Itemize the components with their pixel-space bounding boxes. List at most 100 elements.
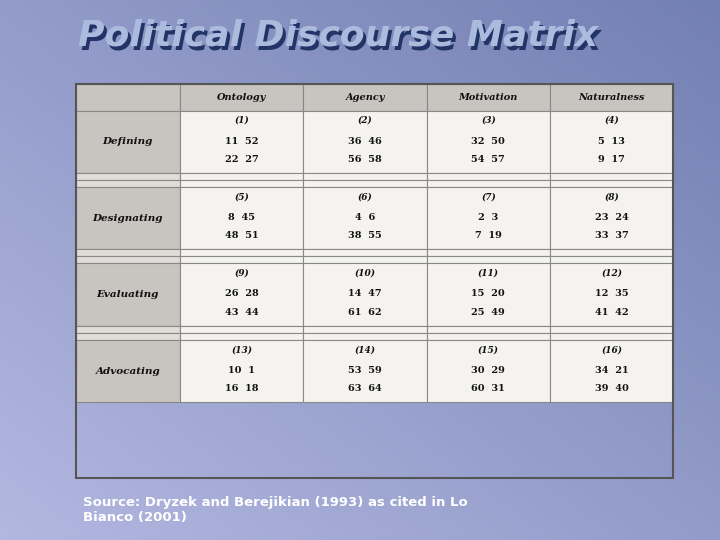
Bar [76, 340, 180, 402]
Text: 54  57: 54 57 [472, 154, 505, 164]
Bar [303, 333, 427, 340]
Text: 4  6: 4 6 [355, 213, 375, 222]
Bar [76, 84, 673, 478]
Text: 5  13: 5 13 [598, 137, 625, 145]
Text: (16): (16) [601, 346, 622, 354]
Bar [180, 333, 303, 340]
Bar [550, 111, 673, 173]
Bar [427, 111, 550, 173]
Bar [550, 333, 673, 340]
Bar [180, 180, 303, 187]
Text: 16  18: 16 18 [225, 384, 258, 393]
Bar [550, 180, 673, 187]
Text: (1): (1) [235, 116, 249, 125]
Bar [76, 111, 180, 173]
Bar [303, 326, 427, 333]
Text: (2): (2) [358, 116, 372, 125]
Bar [303, 256, 427, 264]
Bar [180, 173, 303, 180]
Bar [76, 180, 180, 187]
Text: 60  31: 60 31 [472, 384, 505, 393]
Bar [180, 249, 303, 256]
Text: (10): (10) [354, 269, 376, 278]
Text: 10  1: 10 1 [228, 366, 256, 375]
Text: (13): (13) [231, 346, 252, 354]
Bar [180, 340, 303, 402]
Bar [427, 340, 550, 402]
Text: 7  19: 7 19 [475, 231, 502, 240]
Bar [550, 173, 673, 180]
Text: (8): (8) [604, 192, 619, 201]
Text: (3): (3) [481, 116, 495, 125]
Bar [180, 111, 303, 173]
Text: 30  29: 30 29 [472, 366, 505, 375]
Text: 56  58: 56 58 [348, 154, 382, 164]
Text: (5): (5) [235, 192, 249, 201]
Bar [427, 333, 550, 340]
Bar [180, 264, 303, 326]
Bar [303, 187, 427, 249]
Bar [427, 84, 550, 111]
Text: 39  40: 39 40 [595, 384, 629, 393]
Text: 41  42: 41 42 [595, 308, 629, 316]
Bar [550, 84, 673, 111]
Text: 22  27: 22 27 [225, 154, 258, 164]
Text: 61  62: 61 62 [348, 308, 382, 316]
Text: 53  59: 53 59 [348, 366, 382, 375]
Bar [180, 187, 303, 249]
Bar [303, 173, 427, 180]
Text: 33  37: 33 37 [595, 231, 629, 240]
Text: 15  20: 15 20 [472, 289, 505, 299]
Text: 8  45: 8 45 [228, 213, 256, 222]
Bar [76, 326, 180, 333]
Text: 12  35: 12 35 [595, 289, 629, 299]
Bar [303, 111, 427, 173]
Bar [180, 84, 303, 111]
Bar [303, 180, 427, 187]
Bar [76, 333, 180, 340]
Text: (7): (7) [481, 192, 495, 201]
Text: 43  44: 43 44 [225, 308, 258, 316]
Bar [76, 249, 180, 256]
Bar [427, 180, 550, 187]
Text: Motivation: Motivation [459, 92, 518, 102]
Bar [76, 264, 180, 326]
Bar [427, 256, 550, 264]
Bar [427, 249, 550, 256]
Text: (9): (9) [235, 269, 249, 278]
Bar [303, 264, 427, 326]
Bar [303, 249, 427, 256]
Bar [550, 326, 673, 333]
Text: 36  46: 36 46 [348, 137, 382, 145]
Text: Political Discourse Matrix: Political Discourse Matrix [81, 23, 601, 56]
Text: 32  50: 32 50 [472, 137, 505, 145]
Text: (11): (11) [478, 269, 499, 278]
Bar [76, 187, 180, 249]
Text: (12): (12) [601, 269, 622, 278]
Text: Naturalness: Naturalness [578, 92, 645, 102]
Text: Agency: Agency [346, 92, 384, 102]
Bar [550, 340, 673, 402]
Text: 11  52: 11 52 [225, 137, 258, 145]
Text: 25  49: 25 49 [472, 308, 505, 316]
Text: (4): (4) [604, 116, 619, 125]
Text: (6): (6) [358, 192, 372, 201]
Bar [180, 256, 303, 264]
Bar [76, 84, 180, 111]
Text: (14): (14) [354, 346, 376, 354]
Text: 14  47: 14 47 [348, 289, 382, 299]
Bar [427, 173, 550, 180]
Bar [303, 84, 427, 111]
Bar [427, 264, 550, 326]
Bar [427, 326, 550, 333]
Bar [550, 249, 673, 256]
Bar [303, 340, 427, 402]
Bar [550, 187, 673, 249]
Bar [427, 187, 550, 249]
Text: Ontology: Ontology [217, 92, 266, 102]
Text: Designating: Designating [93, 214, 163, 222]
Text: 2  3: 2 3 [478, 213, 498, 222]
Text: 48  51: 48 51 [225, 231, 258, 240]
Bar [550, 264, 673, 326]
Text: Political Discourse Matrix: Political Discourse Matrix [78, 18, 598, 52]
